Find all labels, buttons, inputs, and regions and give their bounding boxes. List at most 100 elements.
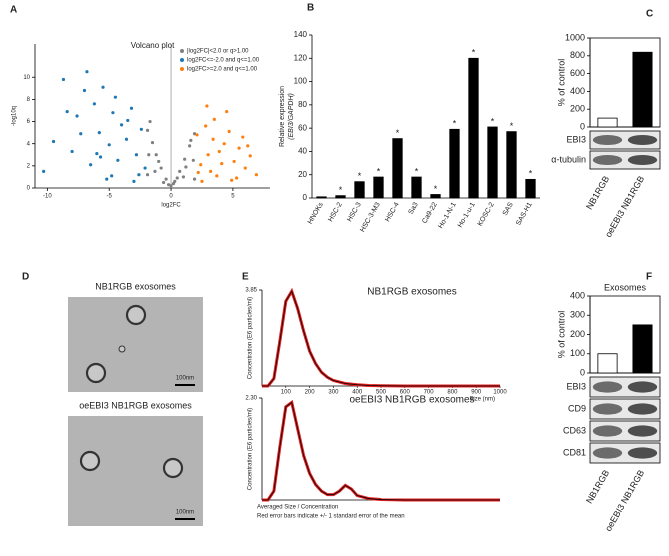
x-tick-label: SAS — [502, 201, 515, 217]
y-axis-label: % of control — [556, 311, 566, 359]
x-tick-label: 900 — [471, 390, 482, 396]
y-tick-label: 60 — [298, 123, 307, 132]
point — [192, 132, 197, 136]
y-tick-label: 8 — [27, 97, 31, 103]
point — [159, 166, 163, 170]
point — [111, 111, 115, 115]
point — [75, 114, 79, 118]
x-tick-label: oeEBI3 NB1RGB — [603, 174, 646, 239]
plot-frame — [589, 37, 661, 128]
point — [126, 118, 130, 123]
bar — [411, 176, 422, 199]
point — [225, 109, 229, 114]
significance: * — [396, 128, 400, 138]
significance: * — [510, 121, 514, 131]
legend-label: log2FC<=-2.0 and q<=1.00 — [187, 58, 260, 64]
chart-title: Exosomes — [604, 282, 647, 292]
x-tick-label: Ho-1-u-1 — [457, 201, 477, 229]
bar — [525, 178, 536, 199]
line — [262, 401, 500, 501]
point — [162, 180, 166, 185]
blot-band — [592, 154, 623, 166]
exosome — [118, 345, 126, 353]
blot-label: α-tubulin — [551, 154, 586, 164]
x-axis-label: Size (nm) — [469, 397, 495, 403]
bar — [392, 138, 403, 199]
point — [124, 137, 129, 141]
y-tick-label: 600 — [570, 68, 585, 78]
x-tick-label: 5 — [231, 194, 235, 200]
plot-frame — [589, 295, 661, 374]
significance: * — [358, 171, 362, 181]
point — [105, 177, 109, 181]
point — [153, 169, 157, 173]
x-tick-label: -5 — [107, 194, 113, 200]
point — [166, 183, 171, 187]
blot-band — [627, 154, 658, 166]
x-tick-label: HSC-3-M3 — [359, 201, 382, 233]
blot-band — [627, 447, 658, 459]
legend-label: log2FC>=2.0 and q<=1.00 — [187, 67, 258, 73]
significance: * — [453, 119, 457, 129]
note: Red error bars indicate +/- 1 standard e… — [257, 514, 405, 520]
point — [227, 129, 231, 134]
point — [232, 159, 236, 164]
y-tick-label: 0 — [580, 121, 585, 131]
y-axis-label-sub: (EBI3/GAPDH) — [288, 93, 295, 140]
x-tick-label: HSC-2 — [327, 201, 344, 223]
blot-label: EBI3 — [566, 381, 586, 391]
point — [254, 173, 258, 177]
panel-letter: B — [307, 3, 314, 14]
point — [113, 95, 117, 99]
bar — [354, 181, 365, 199]
point — [42, 169, 46, 173]
point — [116, 158, 120, 162]
blot-label: EBI3 — [566, 134, 586, 144]
y-tick-label: 10 — [23, 75, 30, 81]
point — [134, 153, 139, 157]
y-tick-label: 120 — [294, 53, 308, 62]
x-tick-label: NB1RGB — [584, 468, 611, 505]
significance: * — [529, 169, 533, 179]
point — [246, 144, 250, 148]
x-tick-label: 100 — [281, 390, 292, 396]
blot-band — [592, 425, 623, 437]
point — [241, 135, 245, 139]
point — [181, 175, 186, 179]
x-axis-label: log2FC — [161, 203, 181, 209]
point — [61, 77, 66, 82]
bar — [632, 324, 653, 374]
point — [220, 162, 224, 166]
x-tick-label: 0 — [169, 194, 173, 200]
y-tick-label: 800 — [570, 50, 585, 60]
chart-title: NB1RGB exosomes — [367, 287, 456, 298]
bar — [468, 57, 479, 199]
bar — [316, 196, 327, 199]
panel-letter: C — [646, 9, 653, 20]
y-tick-label: 100 — [570, 348, 585, 358]
point — [129, 106, 134, 110]
y-tick-label: 20 — [298, 170, 307, 179]
point — [98, 155, 103, 159]
scale-label: 100nm — [176, 376, 194, 382]
bar — [449, 128, 460, 199]
point — [204, 124, 208, 128]
point — [82, 88, 87, 93]
y-tick-label: 2.30 — [245, 396, 257, 402]
point — [89, 163, 93, 167]
panel-letter: A — [10, 5, 17, 16]
point — [139, 127, 143, 131]
point — [85, 70, 89, 74]
error-band — [262, 287, 500, 388]
scale-label: 100nm — [176, 510, 194, 516]
point — [95, 152, 99, 156]
y-tick-label: 140 — [294, 30, 308, 39]
significance: * — [472, 48, 476, 58]
legend-marker — [180, 58, 184, 62]
point — [150, 140, 155, 145]
image-title: NB1RGB exosomes — [95, 281, 176, 291]
y-axis-label: Concentration (E6 particles/ml) — [248, 297, 254, 379]
blot-band — [627, 134, 658, 146]
point — [51, 139, 56, 144]
